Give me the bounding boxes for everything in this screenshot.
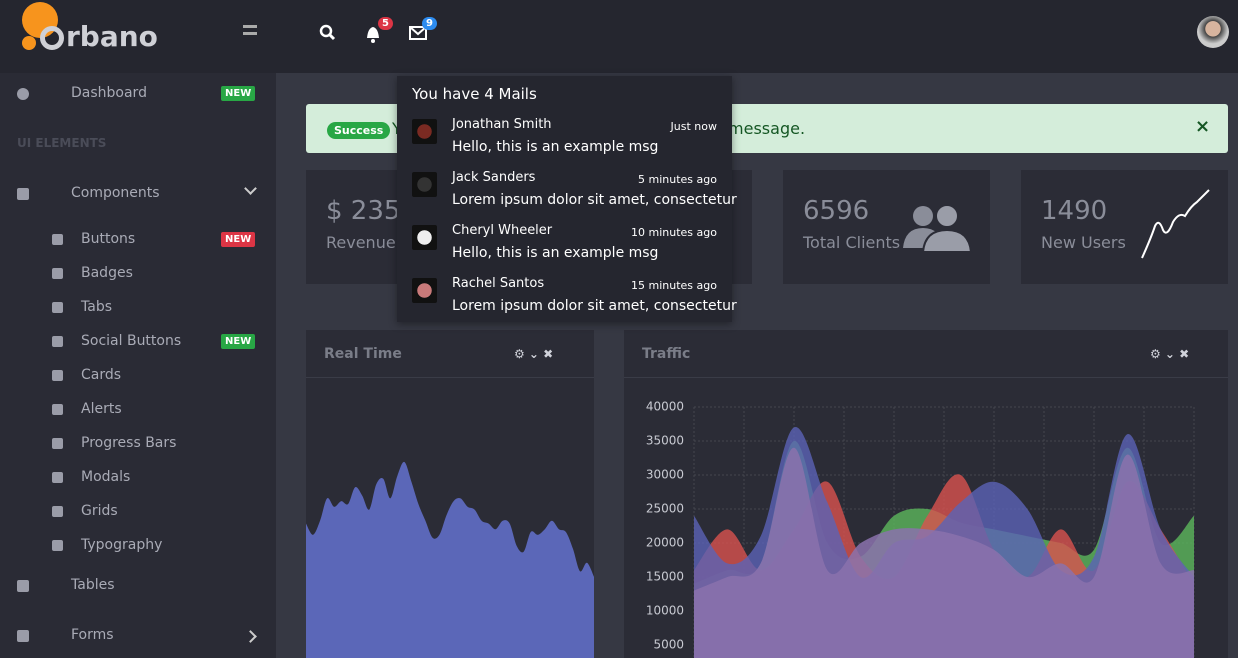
y-tick-label: 30000 [646, 468, 684, 482]
nav-icon [52, 438, 63, 449]
mail-avatar [412, 278, 437, 303]
stat-card: 1490 New Users [1021, 170, 1228, 284]
nav-icon [52, 472, 63, 483]
mail-time: 5 minutes ago [638, 173, 717, 186]
dropdown-title: You have 4 Mails [412, 85, 537, 103]
nav-badge: NEW [221, 232, 256, 247]
panel-divider [624, 377, 1228, 378]
stat-card: 6596 Total Clients [783, 170, 990, 284]
mail-icon[interactable] [409, 26, 427, 40]
nav-item[interactable]: Forms [71, 627, 114, 643]
panel-title: Traffic [642, 346, 691, 362]
users-icon [1141, 189, 1210, 259]
panel-divider [306, 377, 594, 378]
stat-label: New Users [1041, 233, 1126, 252]
stat-label: Total Clients [803, 233, 901, 252]
nav-icon [52, 302, 63, 313]
nav-item[interactable]: Modals [81, 469, 131, 485]
alert-close[interactable]: × [1195, 116, 1211, 137]
mail-text: Hello, this is an example msg [452, 245, 659, 261]
logo-o [40, 26, 64, 50]
y-tick-label: 5000 [653, 638, 684, 652]
notification-count: 5 [378, 17, 393, 30]
nav-icon [52, 506, 63, 517]
y-tick-label: 35000 [646, 434, 684, 448]
panel-tools[interactable]: ⚙ ⌄ ✖ [514, 347, 554, 361]
logo: rbano [66, 20, 158, 53]
mail-avatar [412, 172, 437, 197]
mail-text: Lorem ipsum dolor sit amet, consectetur [452, 298, 737, 314]
y-tick-label: 15000 [646, 570, 684, 584]
mail-avatar [412, 119, 437, 144]
nav-icon [17, 630, 29, 642]
nav-icon [17, 88, 29, 100]
nav-item[interactable]: Dashboard [71, 85, 147, 101]
nav-section: UI ELEMENTS [17, 136, 107, 150]
mail-sender: Jonathan Smith [452, 117, 552, 132]
clients-icon [903, 204, 973, 253]
y-tick-label: 25000 [646, 502, 684, 516]
panel-tools[interactable]: ⚙ ⌄ ✖ [1150, 347, 1190, 361]
area-series [306, 461, 594, 658]
y-tick-label: 10000 [646, 604, 684, 618]
panel-title: Real Time [324, 346, 402, 362]
nav-item[interactable]: Buttons [81, 231, 136, 247]
nav-item[interactable]: Typography [81, 537, 163, 553]
nav-icon [52, 404, 63, 415]
nav-item[interactable]: Social Buttons [81, 333, 182, 349]
mail-sender: Jack Sanders [452, 170, 536, 185]
mail-time: 15 minutes ago [631, 279, 717, 292]
mail-avatar [412, 225, 437, 250]
nav-item[interactable]: Badges [81, 265, 133, 281]
mail-text: Lorem ipsum dolor sit amet, consectetur [452, 192, 737, 208]
stat-label: Revenue [326, 233, 396, 252]
nav-icon [52, 268, 63, 279]
mail-text: Hello, this is an example msg [452, 139, 659, 155]
alert-label: Success [327, 122, 391, 139]
nav-badge: NEW [221, 334, 256, 349]
nav-item[interactable]: Components [71, 185, 160, 201]
nav-item[interactable]: Grids [81, 503, 118, 519]
mail-sender: Cheryl Wheeler [452, 223, 553, 238]
nav-icon [17, 580, 29, 592]
bell-icon[interactable] [364, 24, 382, 44]
nav-icon [52, 234, 63, 245]
nav-badge: NEW [221, 86, 256, 101]
mail-count: 9 [422, 17, 437, 30]
stat-value: 6596 [803, 196, 870, 226]
nav-item[interactable]: Progress Bars [81, 435, 177, 451]
nav-item[interactable]: Alerts [81, 401, 122, 417]
search-icon[interactable] [319, 24, 337, 42]
y-tick-label: 40000 [646, 400, 684, 414]
nav-icon [52, 370, 63, 381]
mail-time: 10 minutes ago [631, 226, 717, 239]
header: rbano 5 9 [0, 0, 1238, 73]
nav-item[interactable]: Tables [71, 577, 115, 593]
mail-sender: Rachel Santos [452, 276, 545, 291]
user-avatar[interactable] [1197, 16, 1229, 48]
logo-dot [22, 36, 36, 50]
area-series [694, 447, 1194, 658]
nav-item[interactable]: Tabs [81, 299, 112, 315]
menu-toggle[interactable] [243, 25, 257, 35]
nav-item[interactable]: Cards [81, 367, 122, 383]
sidebar: Dashboard NEW UI ELEMENTS Components But… [0, 73, 276, 658]
mail-time: Just now [670, 120, 717, 133]
stat-value: 1490 [1041, 196, 1108, 226]
nav-icon [52, 540, 63, 551]
mail-dropdown: You have 4 Mails Jonathan Smith Just now H… [397, 76, 737, 322]
y-tick-label: 20000 [646, 536, 684, 550]
nav-icon [17, 188, 29, 200]
nav-icon [52, 336, 63, 347]
